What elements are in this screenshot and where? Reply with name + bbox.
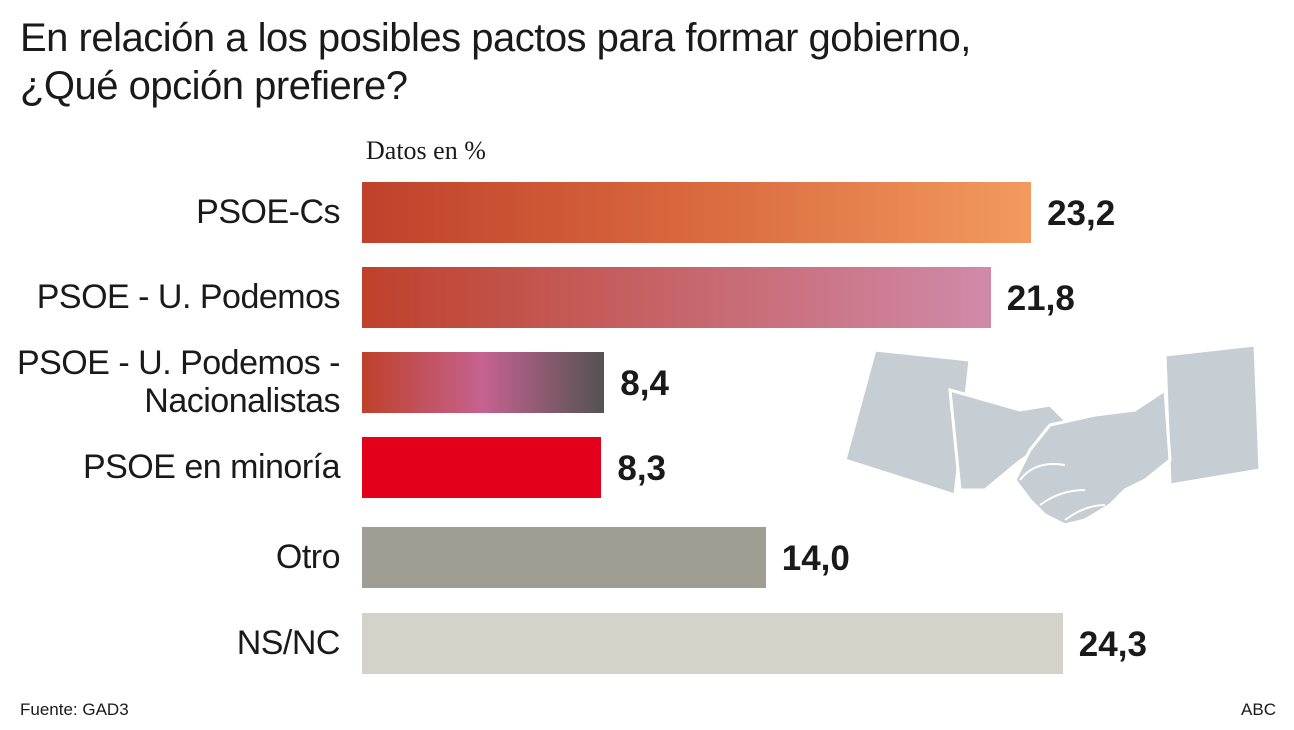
- category-label: Otro: [275, 538, 341, 576]
- value-label: 24,3: [1078, 625, 1147, 664]
- bar: [362, 526, 766, 588]
- category-label: PSOE-Cs: [196, 193, 340, 231]
- source: Fuente: GAD3: [20, 700, 129, 719]
- value-label: 14,0: [781, 539, 850, 578]
- bar: [362, 266, 991, 328]
- category-label: PSOE - U. Podemos: [36, 278, 341, 316]
- value-label: 8,3: [617, 449, 667, 488]
- category-label: PSOE en minoría: [82, 448, 341, 486]
- bar: [362, 351, 605, 413]
- handshake-icon: [843, 343, 1262, 527]
- category-label: NS/NC: [236, 624, 341, 662]
- value-label: 21,8: [1006, 279, 1075, 318]
- category-label: PSOE - U. Podemos - Nacionalistas: [16, 344, 341, 420]
- chart-title: En relación a los posibles pactos para f…: [20, 16, 971, 108]
- bar: [362, 612, 1063, 674]
- credit: ABC: [1241, 700, 1276, 719]
- value-label: 23,2: [1047, 194, 1116, 233]
- bar: [362, 181, 1032, 243]
- subtitle: Datos en %: [366, 136, 486, 165]
- bar: [362, 436, 602, 498]
- value-label: 8,4: [620, 364, 669, 403]
